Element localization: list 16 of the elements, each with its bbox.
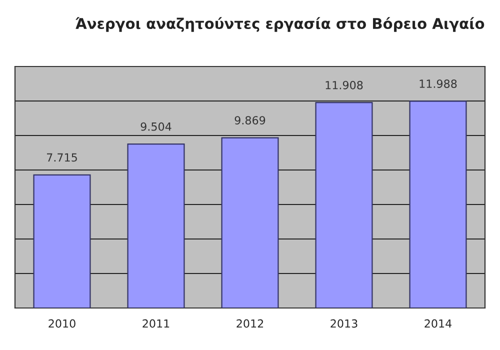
x-tick-label: 2012 <box>236 319 264 328</box>
bar <box>33 174 91 308</box>
data-label: 9.504 <box>140 122 172 131</box>
data-label: 9.869 <box>234 116 266 124</box>
x-tick-label: 2013 <box>330 319 358 328</box>
bar <box>315 102 373 308</box>
x-tick-label: 2011 <box>142 319 170 328</box>
x-tick-label: 2010 <box>48 319 76 328</box>
x-tick-label: 2014 <box>424 319 452 328</box>
chart-title: Άνεργοι αναζητούντες εργασία στο Βόρειο Αιγαίο <box>76 17 484 32</box>
data-label: 11.908 <box>326 80 363 90</box>
data-label: 7.715 <box>47 153 77 162</box>
data-label: 11.988 <box>420 80 457 88</box>
bar <box>127 144 185 308</box>
bar <box>409 100 467 308</box>
bar <box>221 137 279 308</box>
